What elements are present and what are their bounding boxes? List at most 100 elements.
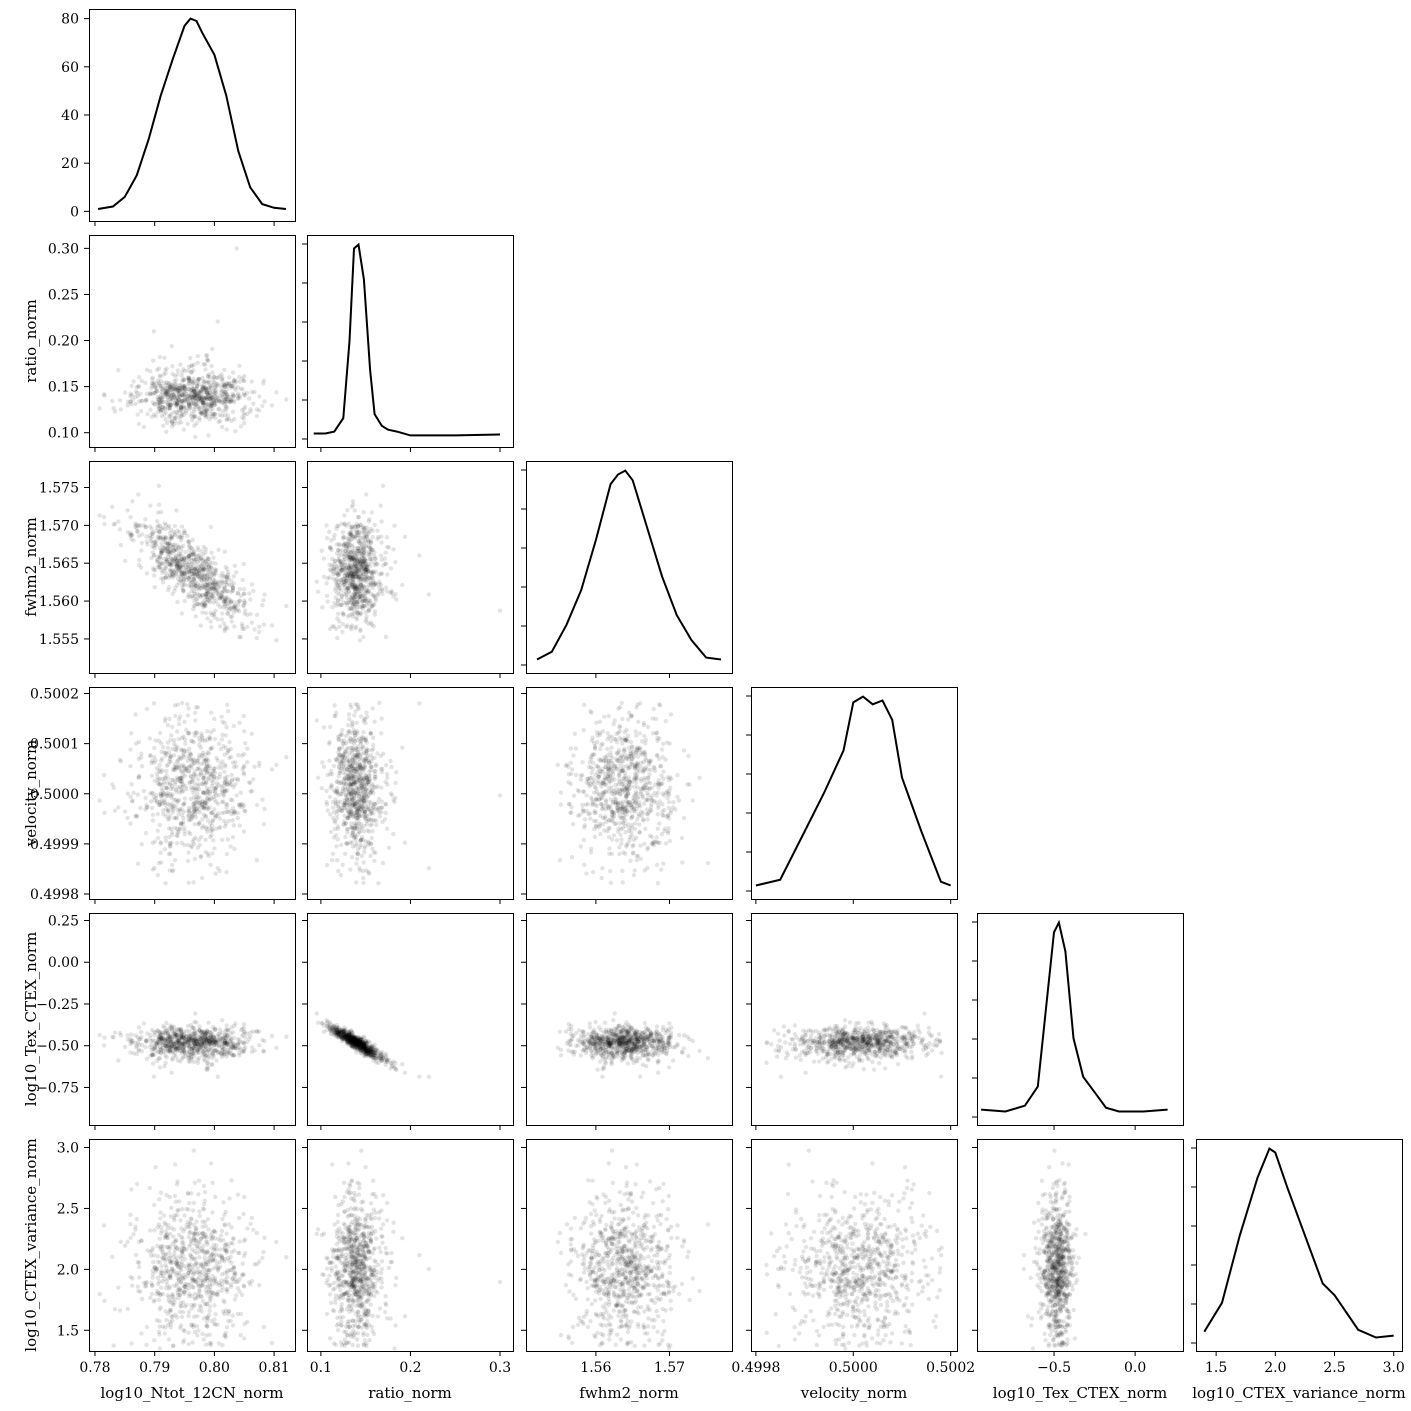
scatter-point [379, 769, 385, 775]
scatter-point [190, 397, 195, 402]
scatter-point [626, 710, 632, 715]
scatter-point [203, 779, 209, 785]
scatter-point [167, 813, 172, 819]
scatter-point [690, 798, 695, 803]
scatter-point [632, 826, 638, 832]
scatter-point [357, 638, 363, 643]
scatter-point [173, 397, 178, 403]
scatter-point [609, 745, 614, 750]
scatter-point [194, 382, 200, 387]
scatter-point [97, 513, 102, 518]
scatter-point [636, 719, 641, 724]
scatter-point [589, 775, 594, 780]
scatter-point [362, 846, 367, 851]
scatter-point [206, 787, 212, 792]
scatter-point [192, 800, 197, 805]
scatter-point [235, 385, 240, 390]
scatter-point [237, 609, 242, 614]
scatter-point [210, 382, 215, 387]
scatter-point [164, 546, 170, 551]
scatter-point [347, 716, 352, 722]
scatter-point [141, 788, 147, 794]
scatter-point [377, 700, 382, 706]
scatter-point [393, 780, 398, 786]
scatter-point [150, 812, 156, 818]
scatter-point [194, 554, 199, 559]
scatter-point [373, 762, 379, 767]
scatter-point [347, 764, 352, 770]
scatter-point [608, 868, 613, 874]
scatter-point [205, 750, 211, 755]
scatter-point [667, 838, 672, 844]
scatter-point [358, 825, 363, 830]
scatter-point [342, 521, 347, 526]
scatter-point [591, 760, 596, 765]
scatter-point [635, 754, 641, 759]
scatter-point [663, 841, 669, 846]
scatter-point [640, 768, 646, 773]
scatter-point [182, 796, 187, 801]
scatter-point [349, 833, 354, 838]
scatter-point [193, 402, 198, 408]
scatter-point [368, 853, 373, 859]
scatter-point [361, 875, 366, 881]
scatter-point [329, 563, 334, 568]
scatter-point [240, 577, 245, 583]
scatter-point [196, 377, 201, 382]
scatter-point [164, 392, 169, 397]
scatter-point [620, 880, 625, 885]
scatter-point [201, 544, 206, 550]
scatter-point [164, 768, 169, 774]
scatter-point [358, 538, 363, 543]
scatter-point [661, 861, 666, 866]
scatter-point [369, 835, 374, 841]
scatter-point [564, 762, 570, 767]
scatter-point [204, 352, 210, 358]
scatter-point [609, 837, 615, 842]
scatter-point [364, 740, 369, 745]
scatter-point [198, 853, 204, 859]
scatter-point [208, 746, 213, 751]
scatter-point [164, 785, 170, 791]
scatter-point [210, 781, 216, 786]
scatter-point [358, 842, 364, 848]
scatter-point [666, 812, 671, 818]
scatter-point [343, 821, 348, 826]
scatter-point [358, 714, 364, 719]
scatter-point [624, 727, 629, 733]
scatter-point [675, 772, 680, 778]
scatter-point [170, 868, 175, 874]
scatter-point [205, 818, 211, 823]
scatter-point [223, 564, 228, 570]
scatter-point [607, 773, 613, 778]
scatter-point [192, 582, 198, 587]
scatter-point [128, 764, 133, 769]
scatter-point [358, 755, 363, 761]
panel-velocity_norm-vs-velocity_norm [746, 687, 958, 904]
scatter-point [161, 535, 166, 540]
scatter-point [214, 793, 219, 798]
scatter-point [257, 394, 262, 399]
scatter-point [618, 705, 623, 710]
scatter-point [225, 413, 231, 418]
scatter-point [364, 750, 369, 756]
scatter-point [247, 396, 252, 401]
scatter-point [110, 398, 115, 404]
scatter-point [497, 608, 503, 613]
scatter-point [642, 775, 647, 780]
scatter-point [262, 399, 267, 404]
scatter-point [260, 797, 265, 802]
scatter-point [619, 758, 624, 764]
scatter-point [663, 757, 668, 762]
scatter-point [339, 732, 345, 737]
scatter-point [186, 364, 192, 369]
scatter-point [581, 702, 587, 707]
scatter-point [353, 709, 358, 714]
scatter-point [197, 593, 202, 598]
scatter-point [375, 806, 381, 811]
scatter-point [188, 392, 194, 398]
scatter-point [232, 377, 237, 382]
scatter-point [327, 794, 333, 800]
scatter-point [151, 329, 157, 334]
scatter-point [321, 556, 327, 561]
